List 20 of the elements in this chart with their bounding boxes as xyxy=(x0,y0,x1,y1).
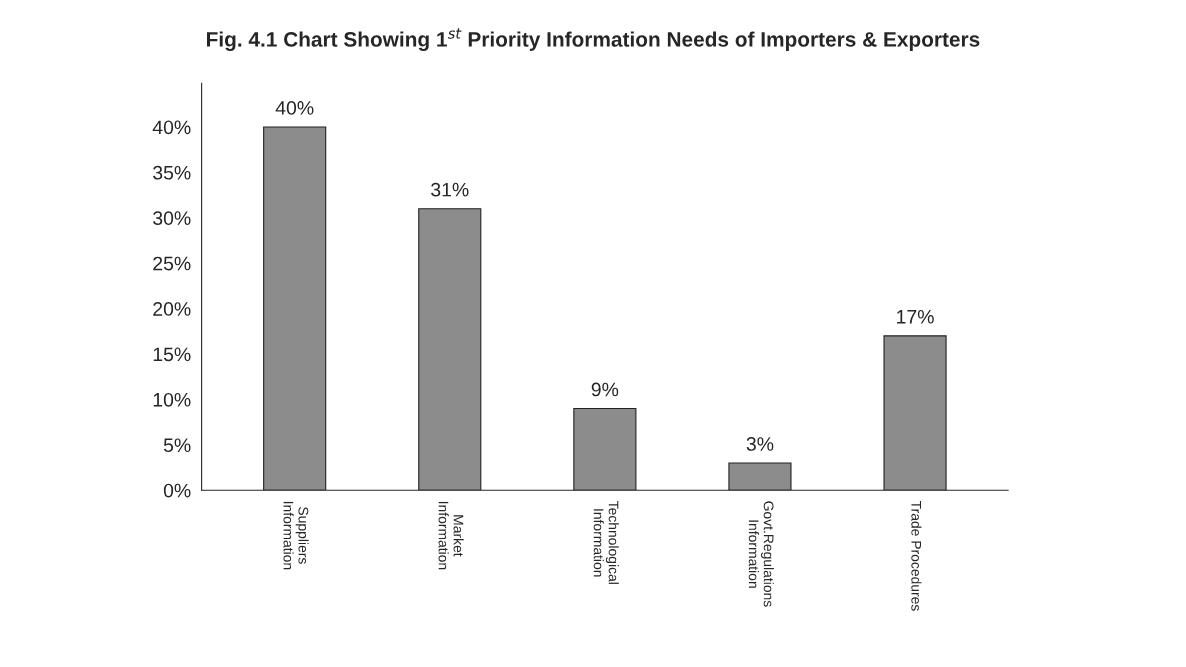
data-label: 31% xyxy=(431,182,469,197)
data-label: 17% xyxy=(897,309,934,324)
x-tick-label: Suppliers Information xyxy=(283,501,309,570)
data-label: 9% xyxy=(591,382,619,397)
y-tick-label: 15% xyxy=(153,347,191,362)
y-tick-label: 5% xyxy=(163,438,191,453)
y-tick-label: 35% xyxy=(153,165,191,180)
y-tick-label: 0% xyxy=(163,483,191,498)
y-tick-label: 25% xyxy=(153,256,191,271)
y-tick-label: 30% xyxy=(153,211,191,226)
chart-title: Fig. 4.1 Chart Showing 1$^{st}$ Priority Information Needs of Importers & Exporters xyxy=(207,28,980,51)
y-tick-label: 10% xyxy=(153,392,191,407)
y-tick-label: 40% xyxy=(152,120,191,135)
x-tick-label: Market Information xyxy=(438,501,464,570)
data-label: 3% xyxy=(746,437,774,451)
x-tick-label: Trade Procedures xyxy=(911,500,922,611)
x-tick-label: Govt.Regulations Information xyxy=(748,501,774,607)
x-tick-label: Technological Information xyxy=(593,500,619,584)
data-label: 40% xyxy=(275,101,314,115)
y-tick-label: 20% xyxy=(153,302,191,316)
